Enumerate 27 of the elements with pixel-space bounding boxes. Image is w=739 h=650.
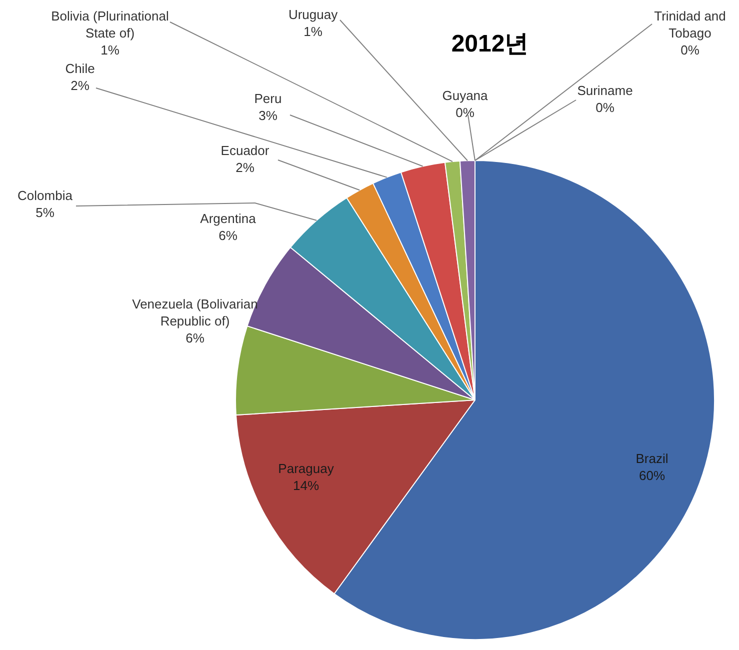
text: 2012년: [451, 30, 529, 58]
data-label: 1%: [304, 24, 323, 40]
slice-label: Uruguay: [288, 7, 338, 22]
slice-label: Ecuador: [220, 143, 270, 158]
data-label: 5%: [36, 205, 55, 220]
data-label: 1%: [100, 42, 120, 58]
category-label: Suriname: [577, 83, 633, 98]
text: 0%: [680, 42, 700, 58]
slice-label: Colombia: [18, 188, 74, 204]
data-label: 6%: [186, 330, 205, 346]
slice-label: Brazil: [636, 451, 668, 466]
data-label: 60%: [638, 468, 666, 484]
data-label: 14%: [292, 478, 320, 494]
data-label: 6%: [218, 228, 238, 244]
category-label: Guyana: [442, 88, 488, 104]
slice-label: Paraguay: [278, 461, 334, 476]
slice-label: Peru: [254, 91, 282, 106]
data-label: 3%: [258, 108, 278, 124]
slice-label: Venezuela (Bolivarian Republic of): [132, 296, 258, 329]
slice-label: Bolivia (Plurinational State of): [51, 8, 169, 41]
text: 0%: [456, 105, 474, 120]
category-label: Trinidad and Tobago: [654, 8, 726, 41]
text: 0%: [596, 100, 614, 116]
data-label: 2%: [70, 78, 90, 94]
slice-label: Chile: [65, 61, 95, 76]
data-label: 2%: [236, 160, 255, 176]
slice-label: Argentina: [200, 211, 257, 226]
